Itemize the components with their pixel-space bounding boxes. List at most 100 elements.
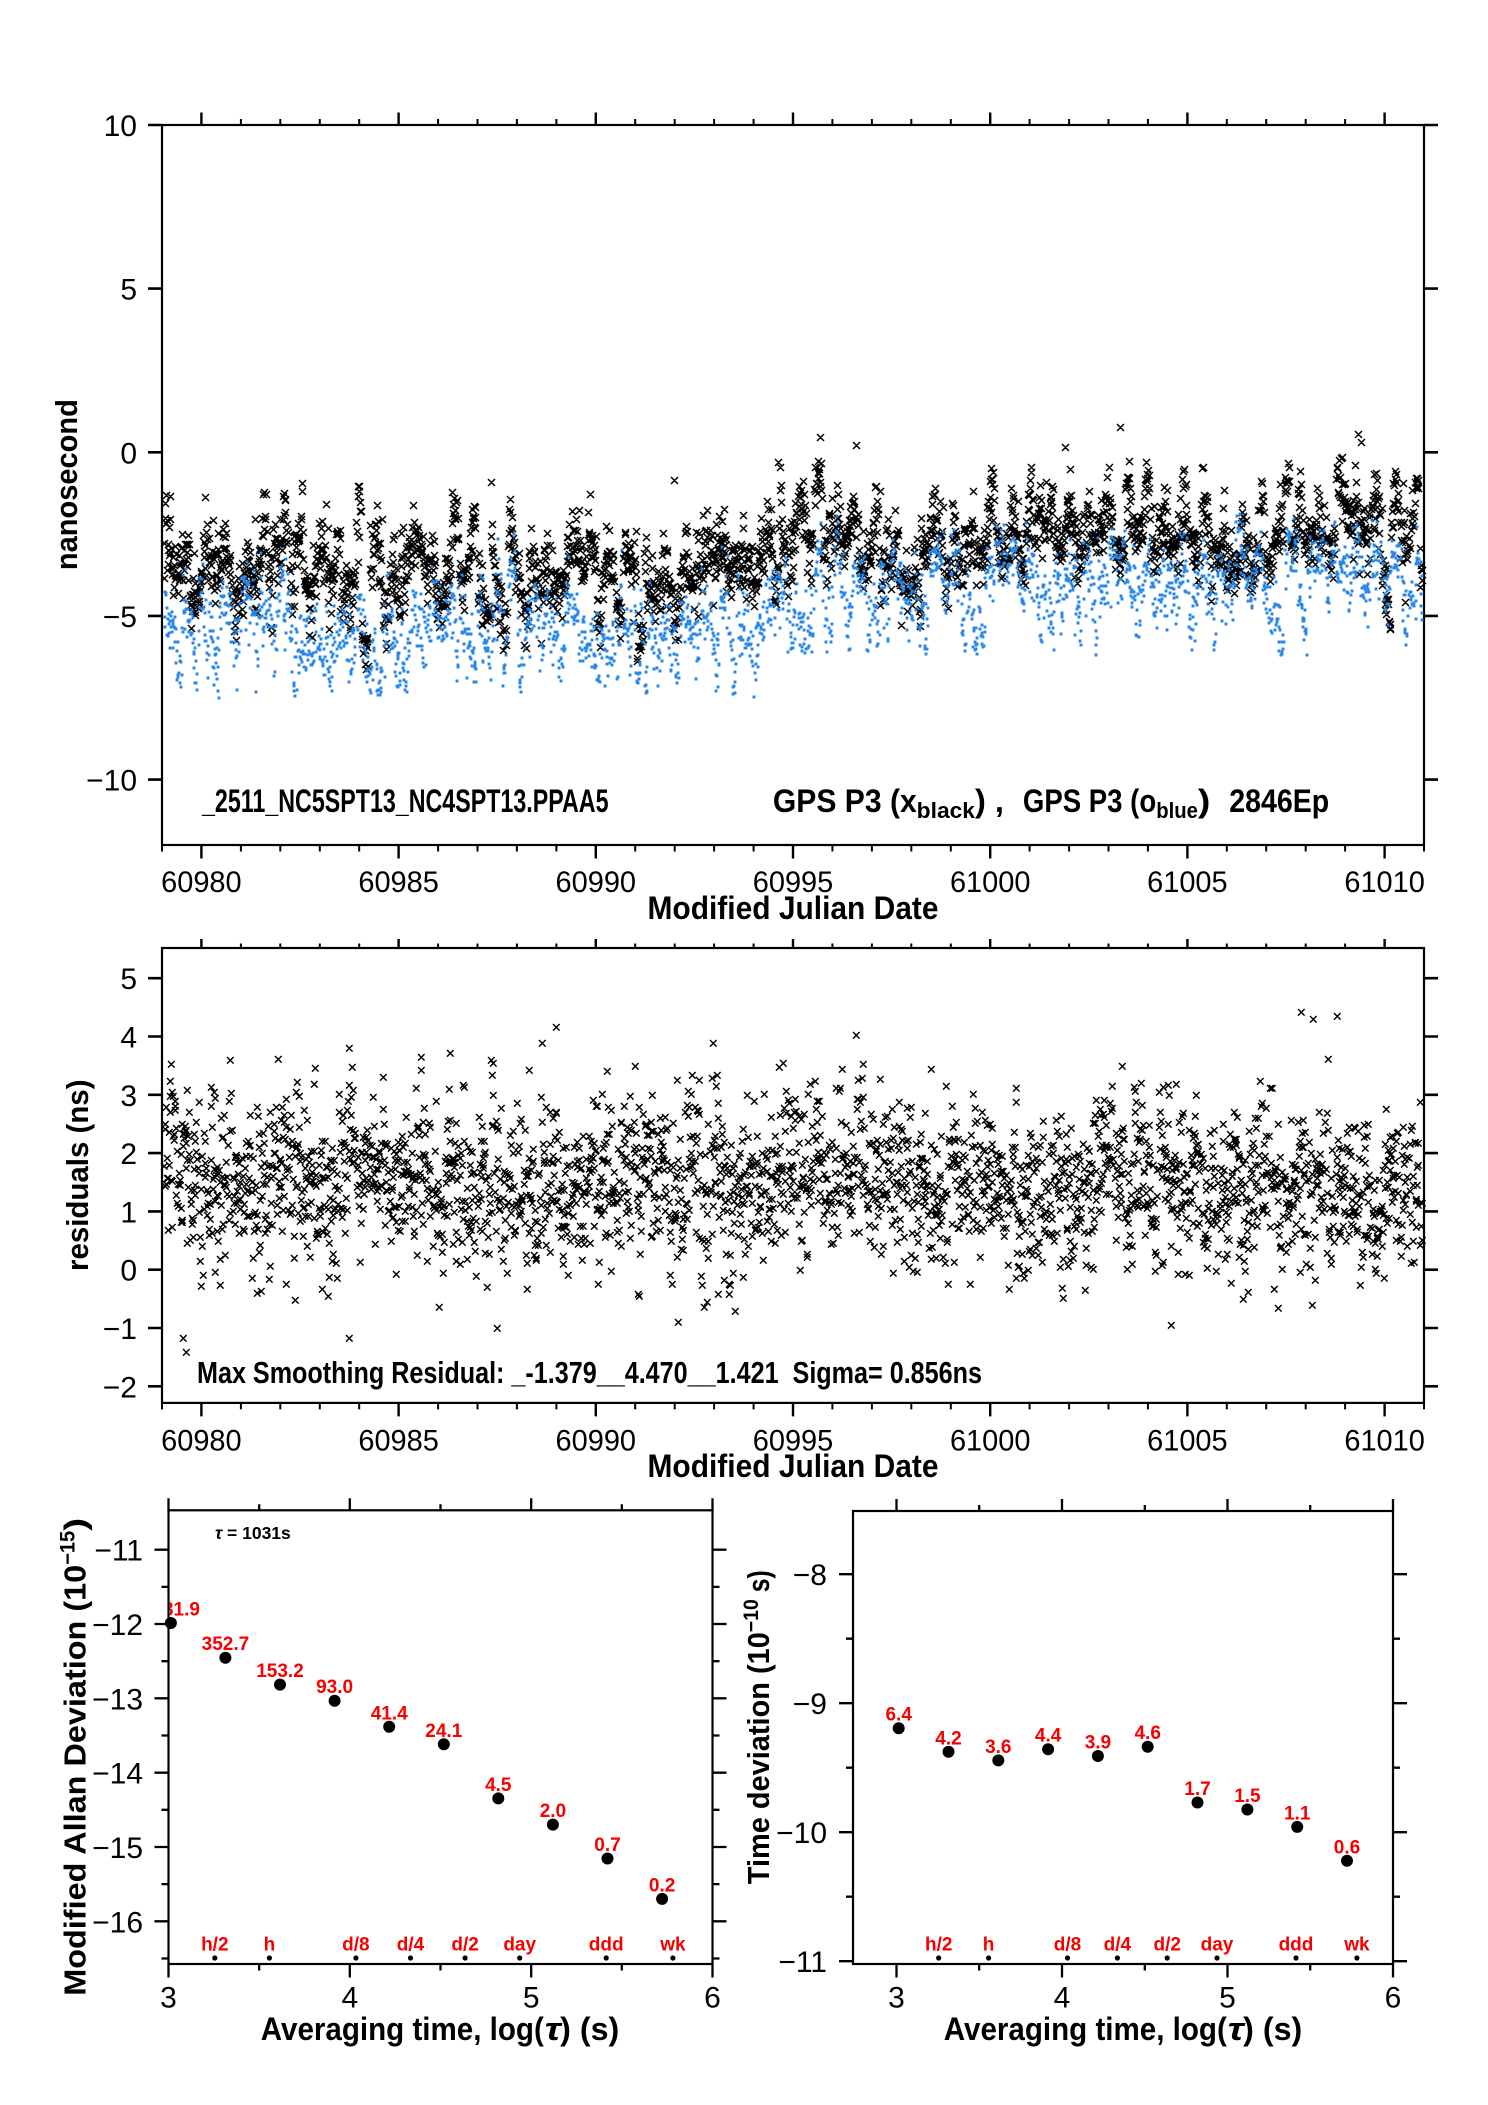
svg-text:1.7: 1.7 <box>1184 1779 1210 1800</box>
svg-text:10: 10 <box>104 110 137 143</box>
svg-text:60980: 60980 <box>161 866 242 899</box>
svg-text:h: h <box>983 1935 995 1956</box>
svg-text:): ) <box>58 1518 93 1531</box>
svg-text:2.0: 2.0 <box>540 1801 566 1822</box>
svg-text:61000: 61000 <box>950 866 1031 899</box>
svg-text:0.6: 0.6 <box>1334 1837 1360 1858</box>
svg-text:−15: −15 <box>92 1832 143 1865</box>
svg-text:−13: −13 <box>92 1683 143 1716</box>
svg-text:0.2: 0.2 <box>649 1875 675 1896</box>
svg-text:−12: −12 <box>92 1609 143 1642</box>
svg-text:Modified Julian Date: Modified Julian Date <box>648 890 939 926</box>
svg-text:): ) <box>1198 783 1211 819</box>
svg-text:1.1: 1.1 <box>1284 1803 1311 1824</box>
svg-text:black: black <box>917 798 976 823</box>
svg-text:61010: 61010 <box>1344 866 1425 899</box>
svg-text:3: 3 <box>888 1982 905 2015</box>
svg-text:Averaging time, log(: Averaging time, log( <box>944 2011 1227 2047</box>
svg-text:153.2: 153.2 <box>256 1661 304 1682</box>
svg-text:d/2: d/2 <box>451 1935 478 1956</box>
svg-text:residuals (ns): residuals (ns) <box>60 1080 95 1272</box>
svg-text:−2: −2 <box>103 1371 137 1404</box>
svg-text:−1: −1 <box>103 1313 137 1346</box>
svg-text:4: 4 <box>1054 1982 1071 2015</box>
svg-text:day: day <box>1201 1935 1234 1956</box>
svg-text:−14: −14 <box>92 1758 143 1791</box>
svg-text:3.6: 3.6 <box>985 1737 1011 1758</box>
svg-text:Modified Julian Date: Modified Julian Date <box>648 1448 939 1484</box>
svg-text:61000: 61000 <box>950 1425 1031 1458</box>
svg-text:_2511_NC5SPT13_NC4SPT13.PPAA5: _2511_NC5SPT13_NC4SPT13.PPAA5 <box>201 783 608 819</box>
svg-text:1.5: 1.5 <box>1234 1786 1261 1807</box>
svg-text:61005: 61005 <box>1147 1425 1228 1458</box>
svg-text:−10: −10 <box>776 1817 827 1850</box>
svg-text:0: 0 <box>120 1255 137 1288</box>
svg-text:Max Smoothing Residual: _-1.37: Max Smoothing Residual: _-1.379__4.470__… <box>197 1355 982 1390</box>
svg-text:1: 1 <box>120 1196 137 1229</box>
svg-text:41.4: 41.4 <box>371 1703 408 1724</box>
svg-text:60995: 60995 <box>753 866 834 899</box>
svg-text:−5: −5 <box>103 601 137 634</box>
svg-text:4.4: 4.4 <box>1035 1726 1062 1747</box>
svg-text:s): s) <box>741 1570 776 1599</box>
svg-text:6: 6 <box>1385 1982 1402 2015</box>
svg-text:5: 5 <box>120 963 137 996</box>
svg-text:3.9: 3.9 <box>1085 1733 1111 1754</box>
svg-text:nanosecond: nanosecond <box>49 399 84 570</box>
svg-text:d/2: d/2 <box>1153 1935 1180 1956</box>
svg-text:−11: −11 <box>778 1946 827 1979</box>
svg-text:ddd: ddd <box>589 1935 624 1956</box>
svg-text:Averaging time, log(: Averaging time, log( <box>261 2011 544 2047</box>
svg-text:GPS P3 (o: GPS P3 (o <box>1023 783 1156 819</box>
svg-text:) (s): ) (s) <box>1243 2011 1302 2047</box>
svg-text:93.0: 93.0 <box>316 1677 353 1698</box>
svg-text:3: 3 <box>160 1982 177 2015</box>
svg-text:60985: 60985 <box>358 1425 439 1458</box>
svg-text:60995: 60995 <box>753 1425 834 1458</box>
svg-text:60980: 60980 <box>161 1425 242 1458</box>
svg-text:60990: 60990 <box>556 866 637 899</box>
svg-text:4.5: 4.5 <box>485 1775 512 1796</box>
svg-text:d/8: d/8 <box>342 1935 369 1956</box>
svg-text:GPS P3 (x: GPS P3 (x <box>773 783 917 819</box>
svg-text:2: 2 <box>120 1138 137 1171</box>
svg-text:blue: blue <box>1156 798 1198 823</box>
svg-text:−15: −15 <box>57 1530 80 1564</box>
svg-text:−9: −9 <box>793 1688 827 1721</box>
svg-text:−11: −11 <box>94 1535 143 1568</box>
svg-text:wk: wk <box>659 1935 686 1956</box>
svg-text:0: 0 <box>120 437 137 470</box>
svg-text:61010: 61010 <box>1344 1425 1425 1458</box>
svg-text:5: 5 <box>523 1982 540 2015</box>
svg-text:24.1: 24.1 <box>425 1721 462 1742</box>
svg-text:τ = 1031s: τ = 1031s <box>215 1523 291 1543</box>
svg-text:352.7: 352.7 <box>202 1634 250 1655</box>
svg-text:4: 4 <box>341 1982 358 2015</box>
svg-text:day: day <box>503 1935 536 1956</box>
svg-text:−10: −10 <box>86 765 137 798</box>
svg-text:wk: wk <box>1343 1935 1370 1956</box>
svg-text:Time deviation (10: Time deviation (10 <box>741 1632 776 1884</box>
svg-text:−8: −8 <box>793 1559 827 1592</box>
svg-text:d/4: d/4 <box>397 1935 425 1956</box>
svg-text:d/4: d/4 <box>1104 1935 1132 1956</box>
svg-text:) ,: ) , <box>975 783 1004 819</box>
svg-text:0.7: 0.7 <box>594 1835 620 1856</box>
svg-text:4.2: 4.2 <box>935 1728 961 1749</box>
svg-text:4: 4 <box>120 1022 137 1055</box>
svg-text:Modified Allan Deviation (10: Modified Allan Deviation (10 <box>58 1565 93 1996</box>
svg-text:3: 3 <box>120 1080 137 1113</box>
svg-text:6: 6 <box>704 1982 721 2015</box>
svg-text:60985: 60985 <box>358 866 439 899</box>
svg-text:−16: −16 <box>92 1906 143 1939</box>
svg-text:60990: 60990 <box>556 1425 637 1458</box>
svg-text:h/2: h/2 <box>201 1935 228 1956</box>
svg-text:6.4: 6.4 <box>885 1705 912 1726</box>
svg-text:τ: τ <box>1228 2011 1246 2047</box>
svg-text:τ: τ <box>545 2011 563 2047</box>
svg-text:4.6: 4.6 <box>1134 1723 1160 1744</box>
svg-text:1031.9: 1031.9 <box>142 1600 200 1621</box>
svg-text:2846Ep: 2846Ep <box>1229 783 1329 819</box>
svg-text:ddd: ddd <box>1279 1935 1314 1956</box>
svg-text:d/8: d/8 <box>1054 1935 1081 1956</box>
